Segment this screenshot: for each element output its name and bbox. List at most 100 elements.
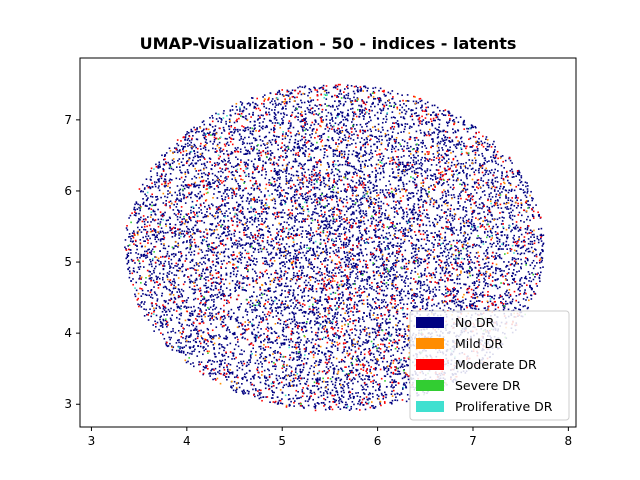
scatter-point: [353, 133, 355, 136]
scatter-point: [351, 332, 353, 334]
scatter-point: [368, 188, 371, 191]
scatter-point: [326, 317, 329, 320]
scatter-point: [307, 290, 310, 292]
scatter-point: [148, 312, 150, 314]
scatter-point: [193, 264, 196, 267]
scatter-point: [336, 289, 339, 292]
scatter-point: [355, 329, 358, 332]
scatter-point: [274, 352, 276, 354]
scatter-point: [274, 169, 277, 172]
scatter-point: [337, 108, 339, 110]
scatter-point: [261, 217, 263, 220]
scatter-point: [302, 212, 304, 215]
scatter-point: [501, 211, 504, 213]
scatter-point: [428, 186, 430, 189]
scatter-point: [415, 107, 418, 110]
scatter-point: [276, 93, 278, 95]
scatter-point: [403, 340, 406, 343]
scatter-point: [496, 199, 499, 201]
scatter-point: [479, 222, 481, 225]
scatter-point: [341, 112, 343, 114]
scatter-point: [246, 142, 249, 145]
scatter-point: [449, 290, 452, 293]
scatter-point: [368, 121, 370, 123]
scatter-point: [180, 255, 183, 258]
scatter-point: [175, 245, 177, 247]
scatter-point: [315, 339, 317, 342]
scatter-point: [331, 272, 333, 274]
scatter-point: [183, 234, 186, 237]
scatter-point: [174, 235, 176, 237]
scatter-point: [380, 159, 383, 162]
scatter-point: [333, 149, 336, 152]
scatter-point: [381, 322, 384, 324]
scatter-point: [473, 222, 475, 225]
scatter-point: [292, 160, 295, 163]
scatter-point: [334, 381, 337, 384]
scatter-point: [368, 180, 371, 182]
scatter-point: [457, 195, 460, 198]
scatter-point: [444, 200, 446, 202]
scatter-point: [449, 247, 452, 250]
scatter-point: [357, 90, 360, 93]
scatter-point: [336, 334, 338, 336]
scatter-point: [127, 252, 130, 255]
scatter-point: [259, 348, 262, 350]
scatter-point: [360, 177, 363, 179]
scatter-point: [399, 274, 401, 276]
scatter-point: [292, 302, 294, 304]
scatter-point: [196, 154, 199, 157]
scatter-point: [351, 235, 354, 238]
scatter-point: [274, 368, 277, 370]
scatter-point: [451, 227, 453, 230]
scatter-point: [352, 382, 354, 385]
scatter-point: [304, 122, 306, 125]
scatter-point: [302, 369, 304, 371]
scatter-point: [335, 240, 338, 242]
scatter-point: [221, 316, 223, 318]
scatter-point: [268, 231, 270, 233]
scatter-point: [362, 132, 364, 135]
scatter-point: [401, 363, 404, 366]
scatter-point: [292, 332, 295, 335]
scatter-point: [325, 249, 328, 252]
scatter-point: [365, 212, 368, 215]
scatter-point: [513, 277, 516, 280]
scatter-point: [357, 336, 360, 339]
scatter-point: [362, 101, 365, 103]
scatter-point: [308, 104, 311, 107]
scatter-point: [184, 136, 187, 138]
scatter-point: [160, 177, 163, 180]
scatter-point: [310, 365, 313, 367]
scatter-point: [436, 142, 439, 145]
scatter-point: [373, 247, 376, 249]
scatter-point: [250, 357, 252, 359]
scatter-point: [142, 203, 145, 205]
scatter-point: [382, 193, 385, 196]
scatter-point: [307, 266, 309, 268]
scatter-point: [171, 159, 174, 162]
scatter-point: [294, 323, 297, 325]
scatter-point: [308, 180, 311, 183]
scatter-point: [352, 262, 355, 265]
scatter-point: [345, 118, 347, 121]
scatter-point: [443, 272, 446, 275]
scatter-point: [374, 331, 376, 333]
scatter-point: [370, 145, 372, 148]
scatter-point: [267, 158, 270, 161]
scatter-point: [264, 207, 266, 209]
scatter-point: [496, 204, 499, 207]
scatter-point: [413, 156, 416, 159]
scatter-point: [297, 253, 300, 255]
scatter-point: [169, 227, 172, 229]
scatter-point: [270, 304, 273, 306]
scatter-point: [269, 150, 272, 152]
scatter-point: [148, 294, 150, 297]
scatter-point: [195, 162, 198, 164]
scatter-point: [310, 326, 313, 329]
scatter-point: [300, 354, 302, 357]
scatter-point: [454, 131, 457, 134]
scatter-point: [180, 171, 182, 174]
scatter-point: [248, 202, 250, 205]
scatter-point: [276, 190, 278, 192]
